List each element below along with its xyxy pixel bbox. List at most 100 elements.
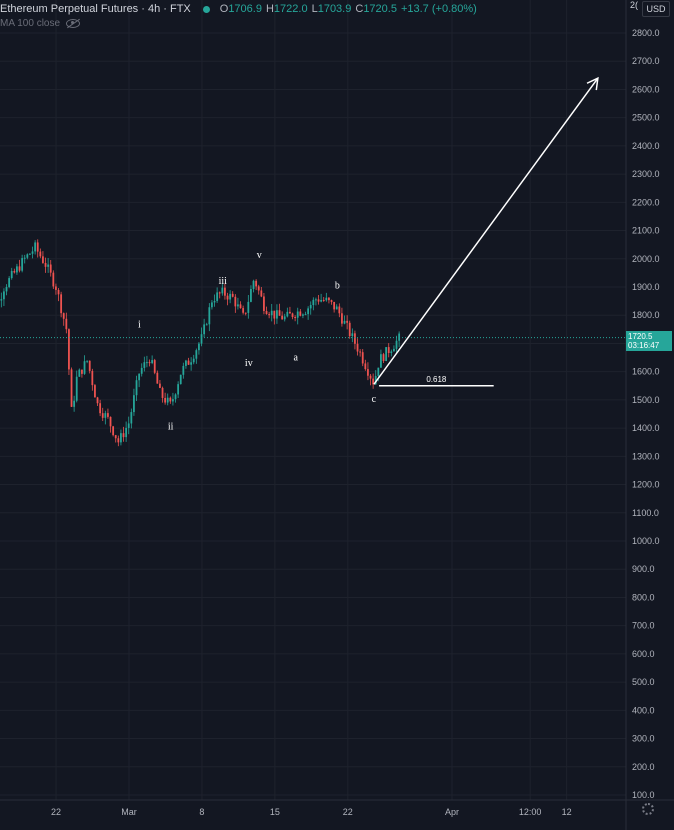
y-tick-label: 900.0 [632,564,655,574]
candle-body [109,416,112,427]
candle-body [237,304,239,307]
low-label: L [311,3,318,15]
candle-body [304,314,307,316]
candle-body [260,290,263,297]
candle-body [42,256,44,263]
candle-body [263,296,265,311]
y-tick-label: 1000.0 [632,536,660,546]
candle-body [86,360,89,362]
candle-body [216,292,219,301]
y-tick-label: 1300.0 [632,451,660,461]
x-tick-label: Apr [445,807,459,817]
candle-body [70,369,73,407]
candle-body [286,311,289,317]
change-value: +13.7 (+0.80%) [400,3,477,15]
symbol-title[interactable]: Ethereum Perpetual Futures · 4h · FTX [0,3,191,15]
candle-body [73,400,76,407]
candle-body [224,287,226,296]
candle-body [148,362,151,364]
candle-body [174,394,177,400]
candle-body [125,427,128,438]
settings-gear-icon[interactable] [642,803,654,815]
x-tick-label: 22 [51,807,61,817]
candle-body [0,299,3,301]
corner-text: 2( [629,0,638,10]
candles [0,239,401,447]
candle-body [182,365,185,375]
candle-body [250,289,252,302]
candle-body [359,351,362,353]
y-tick-label: 1500.0 [632,395,660,405]
y-tick-label: 2100.0 [632,226,660,236]
y-tick-label: 2700.0 [632,56,660,66]
indicator-label: MA 100 close [0,18,61,29]
y-tick-label: 1900.0 [632,282,660,292]
candle-body [221,287,224,294]
close-value: 1720.5 [363,3,397,15]
candle-body [81,369,83,374]
eye-hidden-icon[interactable] [66,19,81,28]
candle-body [395,340,398,349]
forecast-arrow-head [586,76,599,91]
candle-body [291,313,294,317]
candle-body [153,360,156,373]
candle-body [55,286,57,290]
candle-body [5,287,8,292]
candle-body [330,300,333,302]
candle-body [328,297,330,301]
candle-body [255,280,258,287]
y-tick-label: 800.0 [632,592,655,602]
candle-body [114,435,117,439]
candle-body [60,294,63,314]
candle-body [218,292,221,294]
candle-body [265,310,268,315]
wave-label: a [293,352,298,363]
candle-body [187,360,190,365]
candle-body [361,352,364,364]
wave-label: c [372,394,377,405]
candle-body [140,367,143,374]
candle-body [83,361,86,374]
candle-body [117,438,120,443]
candle-body [234,296,237,307]
y-tick-label: 2200.0 [632,197,660,207]
candle-body [29,253,31,255]
candle-body [91,370,94,386]
candle-body [208,307,211,325]
candle-body [351,333,354,337]
candle-body [94,385,96,398]
candle-body [151,360,154,364]
candle-body [169,397,172,402]
last-price-value: 1720.5 [628,331,653,341]
wave-label: i [138,319,141,330]
candle-body [242,308,245,313]
candle-body [166,397,169,403]
y-tick-label: 2600.0 [632,84,660,94]
candle-body [289,311,291,314]
candle-body [88,360,91,371]
candle-body [101,413,104,418]
y-tick-label: 1600.0 [632,367,660,377]
candle-body [96,397,99,404]
candle-body [369,375,372,379]
candle-body [195,350,198,359]
candle-body [21,258,24,271]
open-value: 1706.9 [228,3,262,15]
candle-body [190,362,193,365]
candle-body [16,266,18,273]
y-tick-label: 700.0 [632,621,655,631]
candle-body [138,373,141,381]
candle-body [205,324,208,326]
y-tick-label: 1400.0 [632,423,660,433]
candle-body [78,369,81,377]
x-tick-label: 15 [270,807,280,817]
y-tick-label: 200.0 [632,762,655,772]
candle-body [299,311,302,316]
candle-body [44,262,47,267]
wave-label: ii [168,422,174,433]
candle-body [276,310,278,319]
indicator-legend[interactable]: MA 100 close [0,18,81,29]
currency-button[interactable]: USD [642,1,670,17]
y-tick-label: 100.0 [632,790,655,800]
